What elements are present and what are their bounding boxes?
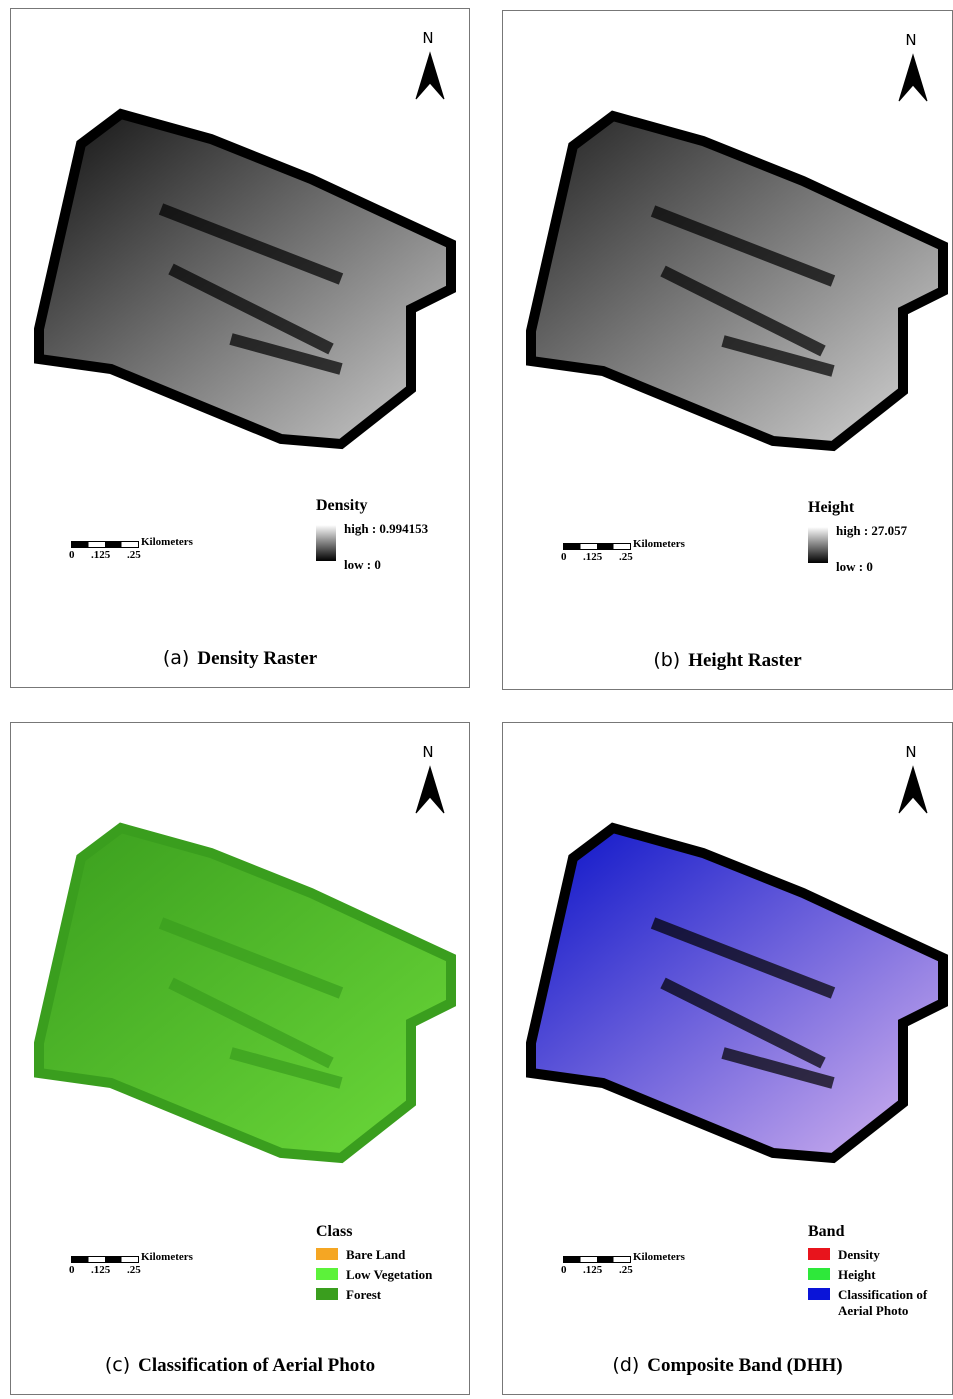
scale-tick: .25 (619, 1264, 633, 1276)
scale-tick: .125 (583, 551, 602, 563)
scale-tick: .25 (127, 549, 141, 561)
legend-label: Low Vegetation (346, 1267, 432, 1283)
legend-label: Forest (346, 1287, 381, 1303)
legend-swatch (808, 1288, 830, 1300)
scale-tick: .125 (91, 1264, 110, 1276)
map-image (11, 9, 471, 689)
scale-graphic (563, 1256, 631, 1263)
scale-tick: .125 (91, 549, 110, 561)
north-label: N (413, 743, 443, 761)
legend-ramp (316, 525, 336, 561)
map-panel: N Kilometers 0 .125 .25 Class Bare Land Low Veg… (10, 722, 470, 1395)
caption: (c) Classification of Aerial Photo (11, 1354, 469, 1377)
legend-swatch (316, 1248, 338, 1260)
caption-title: Height Raster (688, 650, 801, 671)
legend: Class Bare Land Low Vegetation Forest (316, 1223, 432, 1307)
legend: Density high : 0.994153 low : 0 (316, 497, 466, 577)
map-panel: N Kilometers 0 .125 .25 Band Density Height Clas… (502, 722, 953, 1395)
caption-label: (d) (612, 1354, 639, 1376)
scale-graphic (563, 543, 631, 550)
legend-item: Height (808, 1267, 952, 1283)
legend-swatch (316, 1268, 338, 1280)
scale-tick: .25 (127, 1264, 141, 1276)
scale-tick: .25 (619, 551, 633, 563)
scale-graphic (71, 541, 139, 548)
scale-tick: 0 (561, 551, 567, 563)
north-label: N (896, 31, 926, 49)
legend-item: Low Vegetation (316, 1267, 432, 1283)
legend-title: Class (316, 1223, 432, 1241)
legend-high: high : 0.994153 (344, 521, 428, 537)
caption-title: Composite Band (DHH) (647, 1355, 842, 1376)
map-panel: N Kilometers 0 .125 .25 Height high : 27.057 lo… (502, 10, 953, 690)
caption-title: Density Raster (197, 648, 317, 669)
scale-unit: Kilometers (141, 536, 193, 548)
scale-unit: Kilometers (633, 538, 685, 550)
caption-label: (c) (105, 1354, 130, 1376)
caption: (d) Composite Band (DHH) (503, 1354, 952, 1377)
legend-item: Classification of Aerial Photo (808, 1287, 952, 1319)
scale-tick: 0 (69, 549, 75, 561)
legend-low: low : 0 (344, 557, 381, 573)
legend-ramp (808, 527, 828, 563)
caption-title: Classification of Aerial Photo (138, 1355, 375, 1376)
legend: Band Density Height Classification of Aeria… (808, 1223, 952, 1323)
map-panel: N Kilometers 0 .125 .25 Density high : 0.99415… (10, 8, 470, 688)
legend-item: Bare Land (316, 1247, 432, 1263)
scale-tick: .125 (583, 1264, 602, 1276)
caption-label: (b) (653, 649, 680, 671)
north-label: N (413, 29, 443, 47)
legend-label: Height (838, 1267, 876, 1283)
legend-title: Band (808, 1223, 952, 1241)
scale-tick: 0 (561, 1264, 567, 1276)
legend-item: Density (808, 1247, 952, 1263)
map-image (503, 11, 953, 691)
legend-label: Bare Land (346, 1247, 405, 1263)
legend-swatch (316, 1288, 338, 1300)
legend-swatch (808, 1248, 830, 1260)
north-label: N (896, 743, 926, 761)
legend-swatch (808, 1268, 830, 1280)
legend-title: Density (316, 497, 466, 515)
caption: (b) Height Raster (503, 649, 952, 672)
scale-unit: Kilometers (633, 1251, 685, 1263)
legend-title: Height (808, 499, 953, 517)
legend-label: Classification of Aerial Photo (838, 1287, 952, 1319)
caption-label: (a) (163, 647, 189, 669)
scale-tick: 0 (69, 1264, 75, 1276)
legend-low: low : 0 (836, 559, 873, 575)
scale-unit: Kilometers (141, 1251, 193, 1263)
legend-high: high : 27.057 (836, 523, 907, 539)
caption: (a) Density Raster (11, 647, 469, 670)
legend-label: Density (838, 1247, 880, 1263)
figure: (() => { const data = JSON.parse(documen… (0, 0, 953, 1399)
legend: Height high : 27.057 low : 0 (808, 499, 953, 579)
legend-item: Forest (316, 1287, 432, 1303)
scale-graphic (71, 1256, 139, 1263)
